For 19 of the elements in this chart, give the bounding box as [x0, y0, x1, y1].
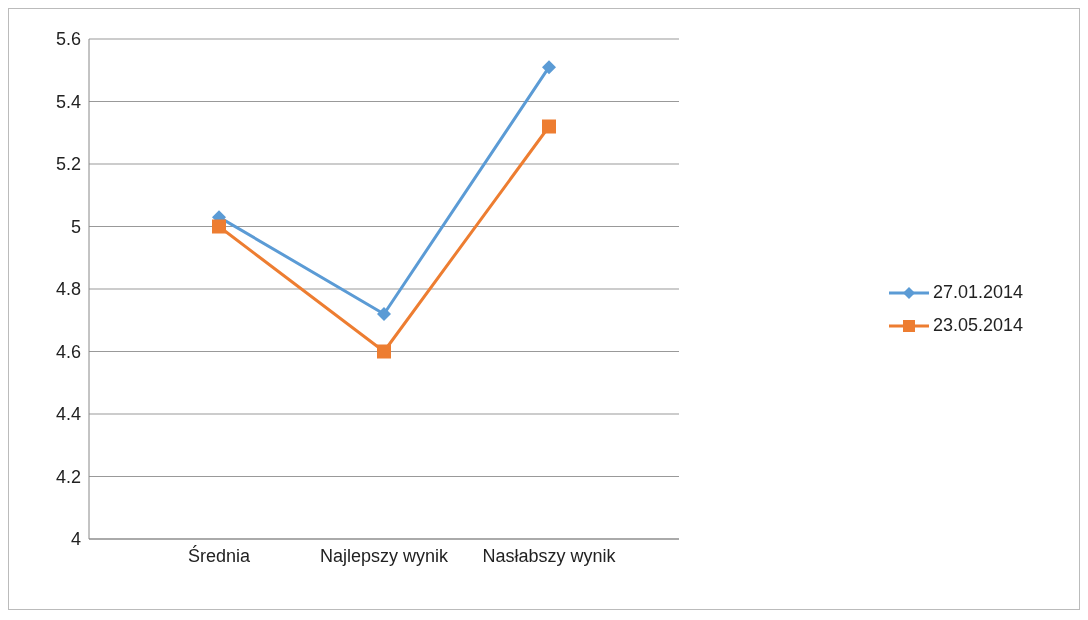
y-tick-label: 5.2 — [55, 154, 81, 175]
legend-label: 23.05.2014 — [933, 315, 1024, 336]
x-tick-label: Średnia — [187, 544, 252, 566]
point — [542, 119, 556, 134]
y-tick-label: 5 — [70, 216, 81, 237]
y-tick-label: 4.2 — [55, 466, 81, 487]
y-tick-label: 4.6 — [55, 341, 81, 362]
y-tick-label: 5.4 — [55, 91, 81, 112]
x-tick-label: Najlepszy wynik — [319, 545, 450, 566]
point — [377, 307, 391, 321]
legend-label: 27.01.2014 — [933, 282, 1024, 303]
y-tick-label: 4 — [70, 529, 81, 550]
y-tick-label: 4.8 — [55, 279, 81, 300]
y-tick-label: 5.6 — [55, 29, 81, 50]
y-tick-label: 4.4 — [55, 404, 81, 425]
point — [542, 60, 556, 75]
point — [377, 344, 391, 359]
point — [212, 219, 226, 234]
x-tick-label: Nasłabszy wynik — [482, 545, 617, 566]
